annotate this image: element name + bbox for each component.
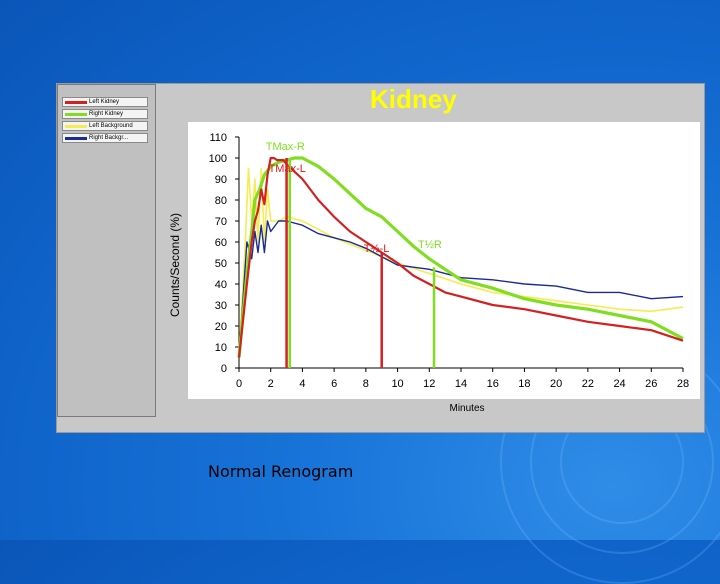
legend-swatch [65, 113, 87, 116]
chart-title: Kidney [370, 84, 457, 114]
legend-swatch [65, 101, 87, 104]
legend-label: Left Background [89, 123, 133, 129]
legend-item-left-background: Left Background [62, 121, 148, 131]
legend-item-right-background: Right Backgr... [62, 133, 148, 143]
legend-swatch [65, 125, 87, 128]
slide-caption: Normal Renogram [208, 462, 354, 481]
legend-label: Right Backgr... [89, 135, 129, 141]
legend-swatch [65, 137, 87, 140]
slide: Left Kidney Right Kidney Left Background… [56, 83, 720, 584]
plot-area [188, 122, 700, 399]
legend-item-left-kidney: Left Kidney [62, 97, 148, 107]
legend-item-right-kidney: Right Kidney [62, 109, 148, 119]
legend-label: Right Kidney [89, 111, 124, 117]
chart-legend: Left Kidney Right Kidney Left Background… [57, 84, 156, 417]
legend-label: Left Kidney [89, 99, 120, 105]
